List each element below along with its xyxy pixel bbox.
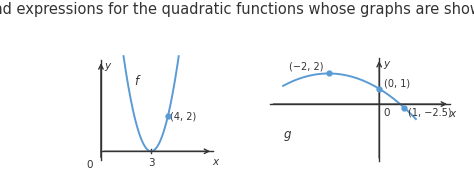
Text: x: x (449, 109, 456, 119)
Text: y: y (383, 59, 389, 69)
Text: y: y (104, 61, 110, 71)
Text: (4, 2): (4, 2) (170, 111, 197, 121)
Text: 0: 0 (384, 108, 390, 118)
Text: (0, 1): (0, 1) (384, 78, 410, 88)
Text: 0: 0 (86, 160, 92, 170)
Text: x: x (212, 158, 219, 167)
Text: $f$: $f$ (135, 74, 142, 88)
Text: 3: 3 (148, 158, 155, 168)
Text: $g$: $g$ (283, 129, 292, 143)
Text: (−2, 2): (−2, 2) (289, 61, 324, 71)
Text: Find expressions for the quadratic functions whose graphs are shown: Find expressions for the quadratic funct… (0, 2, 474, 17)
Text: (1, −2.5): (1, −2.5) (408, 108, 452, 118)
